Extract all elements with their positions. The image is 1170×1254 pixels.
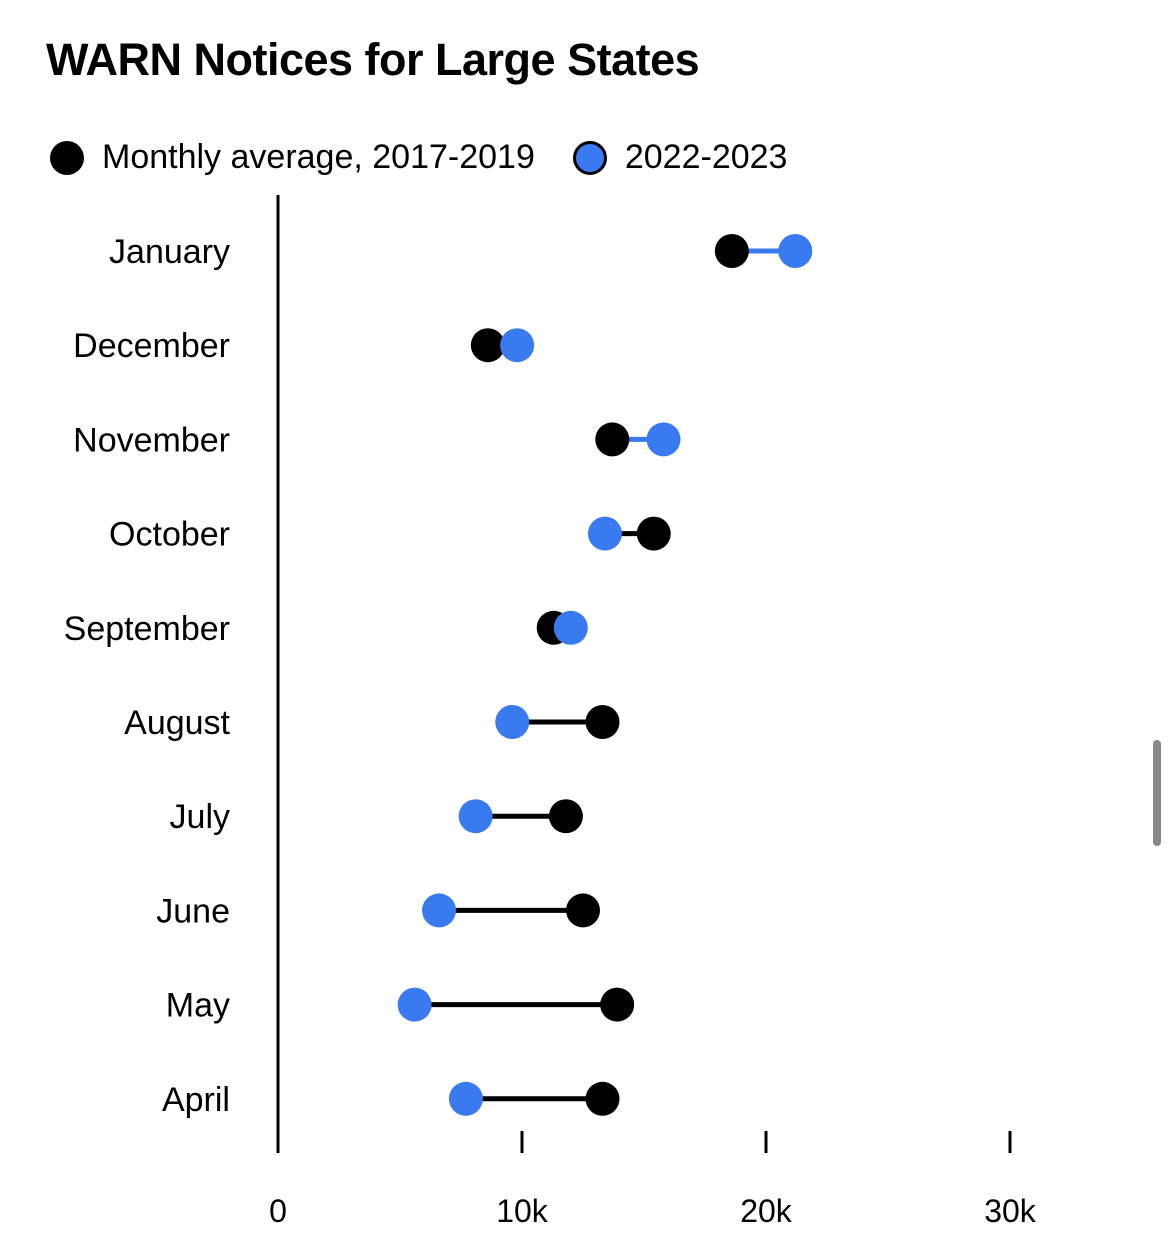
month-label-july: July — [170, 798, 230, 836]
legend-swatch-recent — [572, 140, 607, 175]
dot-recent-june — [422, 893, 457, 928]
dot-recent-december — [500, 328, 535, 363]
x-tick-label-1: 10k — [496, 1193, 549, 1229]
dot-recent-april — [448, 1081, 483, 1116]
dot-baseline-july — [548, 799, 583, 834]
dot-baseline-november — [595, 422, 630, 457]
month-label-january: January — [109, 233, 230, 271]
legend-item-baseline: Monthly average, 2017-2019 — [50, 138, 535, 177]
dot-baseline-may — [600, 987, 635, 1022]
x-tick-label-0: 0 — [269, 1193, 287, 1229]
dot-baseline-october — [636, 516, 671, 551]
month-label-august: August — [124, 704, 230, 742]
month-label-june: June — [156, 892, 230, 930]
dot-recent-january — [778, 234, 813, 268]
month-label-april: April — [162, 1081, 230, 1119]
dot-recent-august — [495, 705, 530, 739]
legend-item-recent: 2022-2023 — [572, 138, 788, 177]
dot-baseline-december — [470, 328, 505, 363]
legend-label-baseline: Monthly average, 2017-2019 — [102, 138, 535, 176]
dot-baseline-june — [566, 893, 600, 928]
month-label-november: November — [73, 421, 230, 459]
chart-title: WARN Notices for Large States — [46, 34, 700, 85]
dot-recent-november — [646, 422, 681, 457]
dot-recent-may — [397, 987, 432, 1022]
x-tick-label-2: 20k — [740, 1193, 793, 1229]
month-label-may: May — [166, 987, 230, 1025]
dot-baseline-april — [585, 1081, 620, 1116]
month-label-september: September — [64, 610, 230, 648]
dot-baseline-january — [714, 234, 749, 268]
month-label-december: December — [73, 327, 230, 365]
dot-recent-october — [587, 516, 622, 551]
legend-swatch-baseline — [50, 140, 84, 175]
legend: Monthly average, 2017-2019 2022-2023 — [50, 138, 825, 177]
month-label-october: October — [109, 516, 230, 554]
dot-recent-september — [553, 610, 588, 645]
dot-recent-july — [458, 799, 493, 834]
x-tick-label-3: 30k — [984, 1193, 1037, 1229]
scrollbar[interactable] — [1153, 740, 1161, 846]
legend-label-recent: 2022-2023 — [624, 138, 788, 176]
dot-baseline-august — [585, 705, 620, 739]
